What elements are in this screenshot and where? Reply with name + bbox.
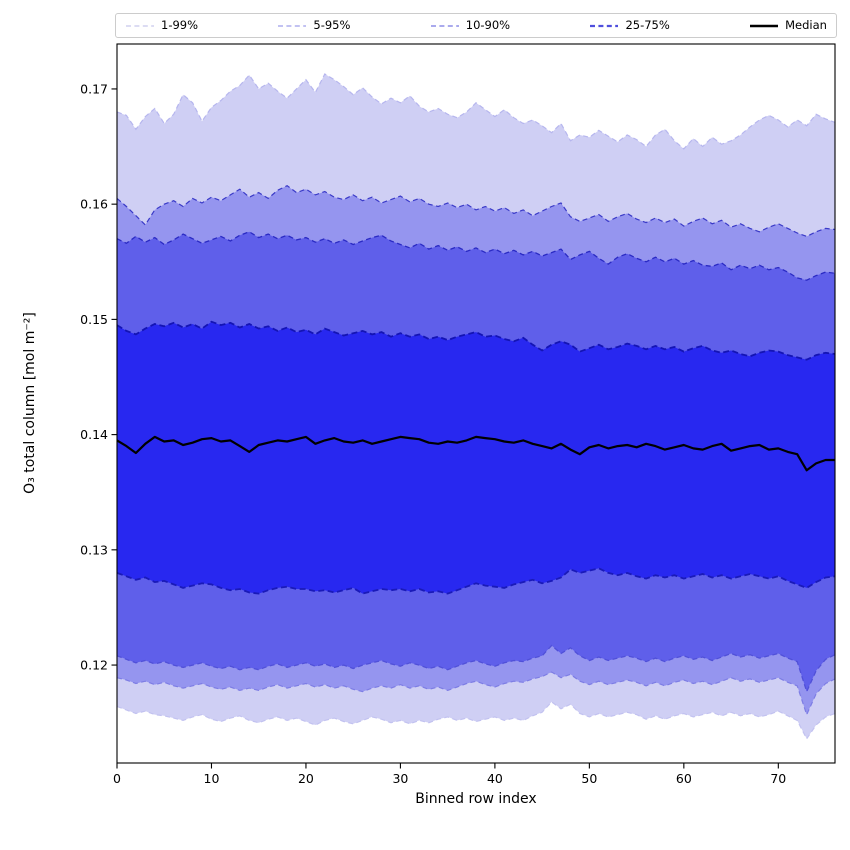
legend-line-swatch-5-95 bbox=[278, 24, 307, 27]
legend-line-swatch-25-75 bbox=[590, 24, 619, 27]
x-tick-label: 30 bbox=[392, 771, 408, 786]
legend: 1-99% 5-95% 10-90% 25-75% Median bbox=[115, 13, 837, 38]
legend-item-1-99: 1-99% bbox=[125, 17, 199, 32]
x-tick-label: 60 bbox=[676, 771, 692, 786]
x-tick-label: 0 bbox=[113, 771, 121, 786]
x-tick-label: 50 bbox=[581, 771, 597, 786]
legend-item-label: 25-75% bbox=[625, 17, 670, 32]
percentile-line-p25 bbox=[116, 567, 836, 595]
x-tick-label: 10 bbox=[204, 771, 220, 786]
y-axis-label: O₃ total column [mol m⁻²] bbox=[22, 312, 38, 494]
legend-line-swatch-10-90 bbox=[430, 24, 459, 27]
legend-item-10-90: 10-90% bbox=[430, 17, 511, 32]
x-tick-label: 20 bbox=[298, 771, 314, 786]
percentile-line-p95 bbox=[116, 185, 836, 238]
percentile-line-p75 bbox=[116, 320, 836, 361]
y-tick-label: 0.16 bbox=[80, 197, 108, 212]
legend-item-label: Median bbox=[785, 17, 827, 32]
legend-line-swatch-median bbox=[750, 24, 779, 27]
x-tick-label: 70 bbox=[770, 771, 786, 786]
y-tick-label: 0.15 bbox=[80, 312, 108, 327]
y-tick-label: 0.12 bbox=[80, 658, 108, 673]
legend-item-label: 10-90% bbox=[465, 17, 511, 32]
y-tick-label: 0.14 bbox=[80, 427, 108, 442]
y-tick-label: 0.17 bbox=[80, 81, 108, 96]
median-line bbox=[116, 435, 835, 472]
legend-item-25-75: 25-75% bbox=[589, 17, 670, 32]
percentile-line-p1 bbox=[116, 701, 836, 740]
legend-item-median: Median bbox=[749, 17, 827, 32]
percentile-line-p99 bbox=[116, 73, 836, 150]
legend-line-swatch-1-99 bbox=[126, 24, 154, 27]
band-25-75pct-fill bbox=[117, 321, 835, 594]
legend-item-5-95: 5-95% bbox=[277, 17, 351, 32]
axes-spines bbox=[116, 43, 836, 764]
legend-item-label: 1-99% bbox=[161, 17, 199, 32]
percentile-line-p90 bbox=[116, 231, 836, 281]
x-tick-label: 40 bbox=[487, 771, 503, 786]
legend-item-label: 5-95% bbox=[313, 17, 351, 32]
y-tick-label: 0.13 bbox=[80, 542, 108, 557]
x-axis-label: Binned row index bbox=[415, 791, 537, 807]
